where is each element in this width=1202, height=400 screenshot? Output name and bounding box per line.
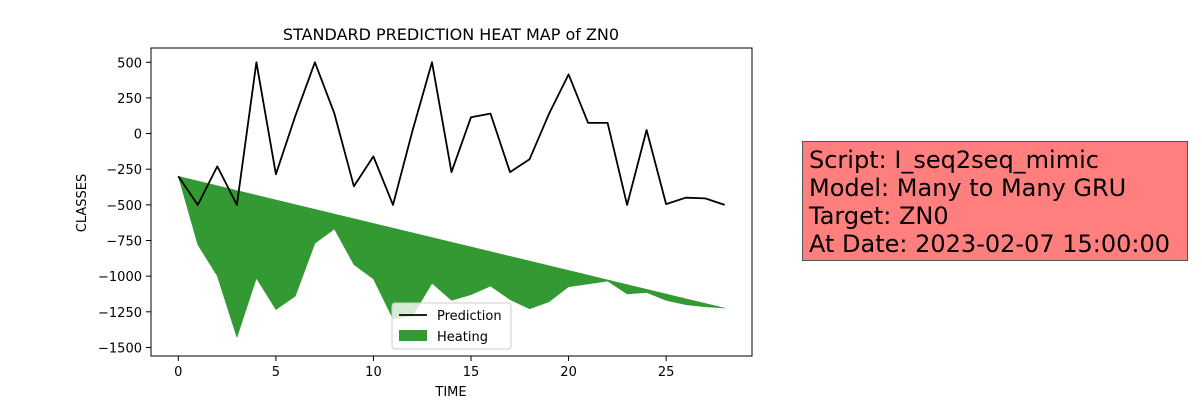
info-date-line: At Date: 2023-02-07 15:00:00 — [809, 230, 1171, 258]
x-tick-label: 10 — [365, 365, 382, 380]
info-model-line: Model: Many to Many GRU — [809, 174, 1127, 202]
legend-prediction-label: Prediction — [437, 309, 502, 324]
y-tick-label: −1500 — [98, 341, 142, 356]
legend-heating-swatch — [399, 330, 427, 341]
plot-frame — [150, 47, 753, 357]
y-tick-label: −1000 — [98, 270, 142, 285]
x-tick-label: 0 — [174, 365, 182, 380]
y-tick-label: −1250 — [98, 306, 142, 321]
legend-heating-label: Heating — [437, 330, 488, 345]
info-target-line: Target: ZN0 — [809, 202, 949, 230]
legend: Prediction Heating — [391, 302, 512, 350]
info-script-line: Script: I_seq2seq_mimic — [809, 146, 1099, 174]
chart-canvas: STANDARD PREDICTION HEAT MAP of ZN0 0 5 10… — [75, 25, 753, 400]
x-axis: 0 5 10 15 20 25 — [174, 356, 674, 380]
x-tick-label: 5 — [272, 365, 280, 380]
y-tick-label: 250 — [117, 92, 142, 107]
info-box: Script: I_seq2seq_mimic Model: Many to M… — [802, 141, 1188, 261]
prediction-line — [177, 61, 725, 206]
x-axis-label: TIME — [434, 385, 466, 400]
x-tick-label: 25 — [658, 365, 675, 380]
y-tick-label: 500 — [117, 56, 142, 71]
y-tick-label: −250 — [106, 163, 142, 178]
heating-area — [177, 175, 725, 339]
x-tick-label: 15 — [463, 365, 480, 380]
y-tick-label: −750 — [106, 235, 142, 250]
chart-title: STANDARD PREDICTION HEAT MAP of ZN0 — [283, 25, 619, 44]
x-tick-label: 20 — [560, 365, 577, 380]
y-axis-label: CLASSES — [75, 174, 90, 232]
plot-area — [150, 47, 753, 357]
y-tick-label: −500 — [106, 199, 142, 214]
y-axis: 500 250 0 −250 −500 −750 −1000 −1250 −1500 — [98, 56, 151, 356]
y-tick-label: 0 — [134, 128, 142, 143]
